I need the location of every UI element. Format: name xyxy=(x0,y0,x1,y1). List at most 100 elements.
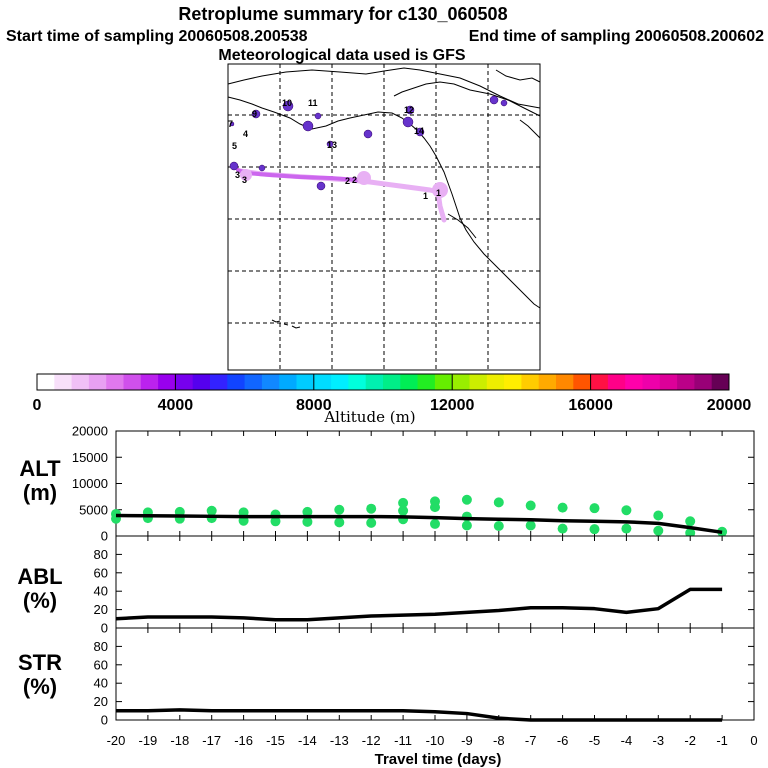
colorbar-tick-label: 20000 xyxy=(707,397,752,414)
altitude-dot xyxy=(493,521,504,532)
x-tick-label: -18 xyxy=(170,733,189,748)
trajectory-point xyxy=(326,140,334,148)
trajectory-point xyxy=(302,120,314,132)
x-tick-label: -20 xyxy=(107,733,126,748)
x-tick-label: -12 xyxy=(362,733,381,748)
altitude-dot xyxy=(302,506,313,517)
y-tick-label: 0 xyxy=(101,529,108,544)
x-axis-label: Travel time (days) xyxy=(375,751,502,768)
x-tick-label: -1 xyxy=(716,733,728,748)
trajectory-marker xyxy=(240,169,252,181)
altitude-dot xyxy=(557,523,568,534)
x-tick-label: -4 xyxy=(621,733,633,748)
trajectory-label: 9 xyxy=(252,109,257,119)
colorbar-tick-label: 4000 xyxy=(158,397,194,414)
trajectory-point-markers xyxy=(229,95,508,191)
colorbar-swatch xyxy=(417,374,436,390)
altitude-dot xyxy=(589,524,600,535)
x-tick-label: -8 xyxy=(493,733,505,748)
x-tick-label: -5 xyxy=(589,733,601,748)
altitude-dot xyxy=(430,502,440,513)
colorbar-swatch xyxy=(504,374,522,390)
colorbar-swatch xyxy=(140,374,159,390)
y-tick-label: 80 xyxy=(94,547,108,562)
y-tick-label: 60 xyxy=(94,657,108,672)
trajectory-point xyxy=(415,127,425,137)
x-tick-label: -7 xyxy=(525,733,537,748)
trajectory-label: 5 xyxy=(232,141,237,151)
trajectory-label: 3 xyxy=(242,175,247,185)
colorbar-swatch xyxy=(521,374,540,390)
trajectory-point xyxy=(402,116,414,128)
x-tick-label: -9 xyxy=(461,733,473,748)
colorbar-swatch xyxy=(711,374,730,390)
x-tick-label: -13 xyxy=(330,733,349,748)
x-tick-label: -15 xyxy=(266,733,285,748)
colorbar-swatch xyxy=(694,374,713,390)
colorbar-swatch xyxy=(434,374,453,390)
trajectory-label: 1 xyxy=(423,191,428,201)
colorbar-tick-label: 16000 xyxy=(568,397,613,414)
start-sampling-label: Start time of sampling 20060508.200538 xyxy=(6,28,308,45)
colorbar-swatch xyxy=(556,374,574,390)
time-series-panels: 0 5000 10000 15000 20000 0 20 40 60 80 0 20 40 60 80 -2… xyxy=(72,424,758,749)
colorbar-swatch xyxy=(469,374,488,390)
altitude-dot xyxy=(525,520,536,531)
trajectory-label: 12 xyxy=(404,105,414,115)
trajectory-label: 11 xyxy=(308,98,318,108)
colorbar-swatch xyxy=(175,374,194,390)
coastlines xyxy=(227,67,541,329)
colorbar-tick-label: 12000 xyxy=(430,397,475,414)
y-tick-label: 80 xyxy=(94,639,108,654)
colorbar-swatch xyxy=(348,374,367,390)
alt-panel-label: ALT xyxy=(19,456,61,481)
colorbar-swatch xyxy=(54,374,73,390)
colorbar-swatch xyxy=(573,374,592,390)
y-tick-label: 60 xyxy=(94,565,108,580)
colorbar-tick-label: 0 xyxy=(33,397,42,414)
trajectory-point xyxy=(405,105,415,115)
trajectory-label: 4 xyxy=(243,129,248,139)
trajectory-point xyxy=(282,100,294,112)
altitude-dot xyxy=(589,503,600,514)
trajectory-point xyxy=(363,129,373,139)
trajectory-number-labels: 1 1 2 2 3 3 4 5 7 9 10 11 12 13 14 xyxy=(228,98,441,201)
trajectory-paths xyxy=(236,168,448,223)
met-data-label: Meteorological data used is GFS xyxy=(218,47,465,64)
y-tick-label: 20 xyxy=(94,694,108,709)
colorbar-swatch xyxy=(590,374,609,390)
altitude-dot xyxy=(366,503,377,514)
colorbar-swatch xyxy=(210,374,228,390)
colorbar-swatch xyxy=(365,374,384,390)
altitude-dot xyxy=(653,525,664,536)
altitude-colorbar: 0 4000 8000 12000 16000 20000 xyxy=(33,373,752,414)
colorbar-swatch xyxy=(88,374,107,390)
colorbar-swatch xyxy=(244,374,263,390)
altitude-dot xyxy=(557,502,568,513)
trajectory-point xyxy=(229,121,235,127)
colorbar-swatch xyxy=(331,374,349,390)
altitude-dot xyxy=(398,505,409,516)
colorbar-swatch xyxy=(158,374,176,390)
figure-title: Retroplume summary for c130_060508 xyxy=(178,4,507,24)
colorbar-swatch xyxy=(452,374,470,390)
abl-panel-label: ABL xyxy=(17,564,62,589)
map-gridlines xyxy=(228,64,540,370)
str-panel-unit: (%) xyxy=(23,674,57,699)
colorbar-unit-label: Altitude (m) xyxy=(323,408,415,426)
trajectory-label: 3 xyxy=(235,170,240,180)
altitude-dot xyxy=(653,510,664,521)
trajectory-point xyxy=(489,95,499,105)
panel-frame xyxy=(115,627,755,721)
y-tick-label: 40 xyxy=(94,584,108,599)
altitude-dot xyxy=(525,500,536,511)
colorbar-swatch xyxy=(538,374,557,390)
trajectory-point xyxy=(314,112,322,120)
colorbar-swatch xyxy=(71,374,90,390)
trajectory-marker xyxy=(432,182,448,198)
colorbar-swatch xyxy=(659,374,678,390)
end-sampling-label: End time of sampling 20060508.200602 xyxy=(469,28,764,45)
str-line xyxy=(116,708,723,722)
abl-panel-unit: (%) xyxy=(23,588,57,613)
trajectory-point xyxy=(251,109,261,119)
